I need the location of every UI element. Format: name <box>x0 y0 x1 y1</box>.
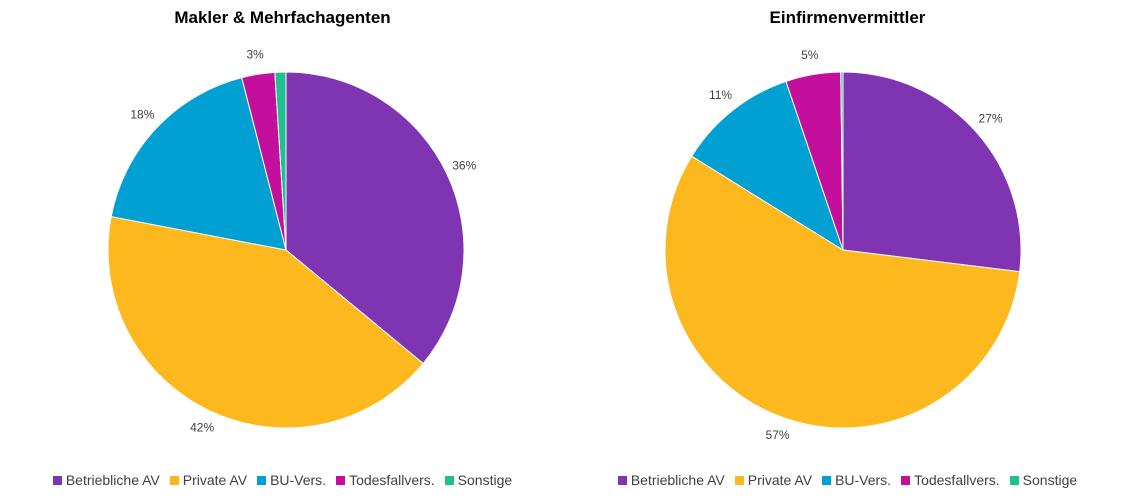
legend-label: BU-Vers. <box>835 472 892 488</box>
legend-item: Sonstige <box>444 472 513 488</box>
legend-item: Betriebliche AV <box>617 472 725 488</box>
legend-swatch <box>444 475 454 485</box>
legend-label: Todesfallvers. <box>349 472 435 488</box>
legend-label: Sonstige <box>1022 472 1078 488</box>
slice-bu-vers <box>691 80 844 252</box>
legend-label: Private AV <box>747 472 813 488</box>
legend-swatch <box>52 475 62 485</box>
legend-label: Betriebliche AV <box>630 472 725 488</box>
pie-chart: 36% 42% 18% 3% <box>107 48 477 434</box>
legend-label: Betriebliche AV <box>65 472 160 488</box>
slice-private-av <box>107 216 424 429</box>
legend-item: Todesfallvers. <box>336 472 435 488</box>
legend-label: BU-Vers. <box>270 472 327 488</box>
legend-swatch <box>1009 475 1019 485</box>
legend: Betriebliche AV Private AV BU-Vers. Tode… <box>565 472 1130 488</box>
legend-swatch <box>336 475 346 485</box>
data-label: 3% <box>247 48 265 62</box>
chart-title: Makler & Mehrfachagenten <box>174 8 391 27</box>
data-label: 57% <box>766 428 790 442</box>
data-label: 36% <box>452 158 476 172</box>
legend-swatch <box>901 475 911 485</box>
legend-item: Todesfallvers. <box>901 472 1000 488</box>
data-label: 42% <box>190 420 214 434</box>
data-label: 11% <box>709 88 732 102</box>
slice-sonstige <box>274 71 287 251</box>
slice-betriebliche-av <box>285 71 465 365</box>
data-label: 27% <box>979 112 1003 126</box>
legend-swatch <box>822 475 832 485</box>
pie-chart: 27% 57% 11% 5% <box>664 48 1022 442</box>
legend-item: Betriebliche AV <box>52 472 160 488</box>
legend-label: Private AV <box>182 472 248 488</box>
legend: Betriebliche AV Private AV BU-Vers. Tode… <box>0 472 565 488</box>
data-label: 5% <box>801 48 819 62</box>
chart-panel-right: Einfirmenvermittler 27% 57% 11% 5% Betriebl… <box>565 0 1130 500</box>
chart-panel-left: Makler & Mehrfachagenten 36% 42% 18% 3% Bet… <box>0 8 565 488</box>
legend-swatch <box>257 475 267 485</box>
legend-item: BU-Vers. <box>257 472 326 488</box>
legend-item: Private AV <box>734 472 813 488</box>
legend-swatch <box>734 475 744 485</box>
legend-item: Private AV <box>169 472 248 488</box>
legend-swatch <box>169 475 179 485</box>
chart-title: Einfirmenvermittler <box>769 8 926 27</box>
slice-sonstige <box>840 71 844 251</box>
legend-item: Sonstige <box>1009 472 1078 488</box>
slice-bu-vers <box>110 76 287 251</box>
slice-betriebliche-av <box>842 71 1022 273</box>
legend-label: Sonstige <box>457 472 513 488</box>
legend-label: Todesfallvers. <box>914 472 1000 488</box>
data-label: 18% <box>130 107 154 121</box>
legend-item: BU-Vers. <box>822 472 891 488</box>
slice-private-av <box>664 155 1021 429</box>
legend-swatch <box>617 475 627 485</box>
